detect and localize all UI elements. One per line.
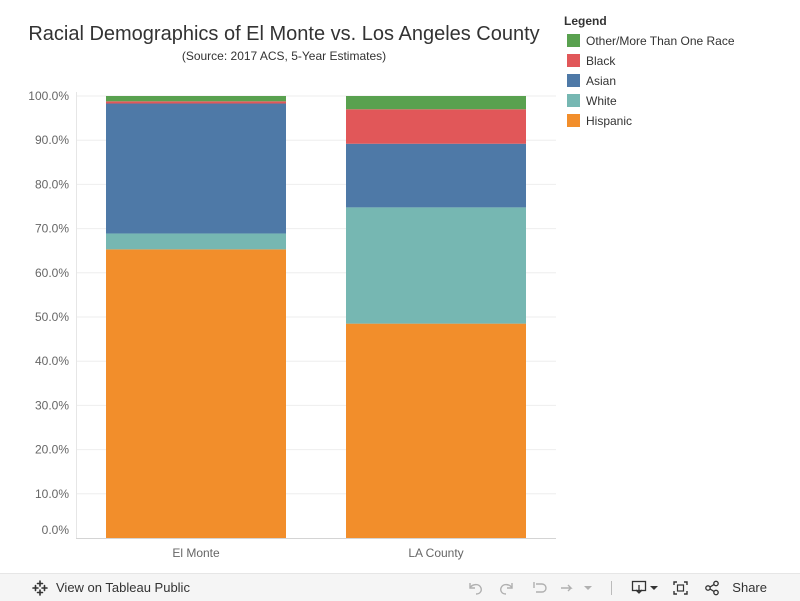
- y-tick-label: 30.0%: [35, 398, 69, 412]
- y-tick-label: 100.0%: [28, 89, 69, 103]
- redo-button[interactable]: [491, 574, 523, 601]
- refresh-dropdown[interactable]: [579, 574, 597, 601]
- legend-swatch[interactable]: [567, 34, 580, 47]
- bar-segment[interactable]: [106, 249, 286, 538]
- y-tick-label: 90.0%: [35, 133, 69, 147]
- revert-icon: [533, 581, 547, 593]
- fullscreen-button[interactable]: [664, 574, 698, 601]
- y-tick-label: 50.0%: [35, 310, 69, 324]
- bar-segment[interactable]: [106, 96, 286, 102]
- legend-title: Legend: [564, 14, 607, 28]
- undo-icon: [469, 582, 483, 595]
- y-tick-label: 70.0%: [35, 222, 69, 236]
- x-tick-label: LA County: [408, 546, 463, 560]
- legend-swatch[interactable]: [567, 114, 580, 127]
- legend-label: Hispanic: [586, 114, 632, 128]
- legend-swatch[interactable]: [567, 74, 580, 87]
- caret-down-icon: [650, 585, 659, 590]
- legend-label: Asian: [586, 74, 616, 88]
- view-on-tableau-public-link[interactable]: View on Tableau Public: [32, 579, 190, 596]
- x-tick-label: El Monte: [172, 546, 220, 560]
- y-tick-label: 10.0%: [35, 487, 69, 501]
- bar-segment[interactable]: [106, 233, 286, 250]
- refresh-icon: [561, 584, 573, 591]
- toolbar-separator: [611, 580, 613, 595]
- chart: Racial Demographics of El Monte vs. Los …: [28, 14, 735, 560]
- legend-label: Black: [586, 54, 616, 68]
- legend: Legend Other/More Than One Race Black Asia…: [564, 14, 735, 128]
- bar-segment[interactable]: [106, 101, 286, 104]
- bar-segment[interactable]: [106, 103, 286, 234]
- revert-button[interactable]: [523, 574, 555, 601]
- bars: [106, 96, 526, 538]
- legend-label: White: [586, 94, 617, 108]
- y-tick-label: 40.0%: [35, 354, 69, 368]
- legend-swatch[interactable]: [567, 94, 580, 107]
- download-icon: [632, 580, 647, 594]
- y-tick-label: 80.0%: [35, 177, 69, 191]
- bar-segment[interactable]: [346, 323, 526, 538]
- bar-segment[interactable]: [346, 96, 526, 110]
- caret-down-icon: [584, 585, 593, 590]
- legend-label: Other/More Than One Race: [586, 34, 735, 48]
- chart-subtitle: (Source: 2017 ACS, 5-Year Estimates): [182, 49, 386, 63]
- fullscreen-icon: [673, 580, 688, 595]
- legend-swatch[interactable]: [567, 54, 580, 67]
- view-on-tableau-label: View on Tableau Public: [56, 580, 190, 595]
- chart-title: Racial Demographics of El Monte vs. Los …: [28, 23, 539, 45]
- download-button[interactable]: [626, 574, 664, 601]
- bar-segment[interactable]: [346, 109, 526, 144]
- tableau-logo-icon: [32, 579, 48, 596]
- refresh-button[interactable]: [555, 574, 579, 601]
- y-tick-label: 60.0%: [35, 266, 69, 280]
- share-button[interactable]: [698, 574, 726, 601]
- x-axis: El Monte LA County: [172, 546, 463, 560]
- share-icon: [705, 580, 720, 595]
- tableau-toolbar: View on Tableau Public: [0, 573, 800, 601]
- redo-icon: [500, 582, 513, 595]
- bar-segment[interactable]: [346, 207, 526, 324]
- y-tick-label: 20.0%: [35, 443, 69, 457]
- share-label: Share: [732, 580, 767, 595]
- bar-segment[interactable]: [346, 143, 526, 208]
- undo-button[interactable]: [459, 574, 491, 601]
- y-tick-label: 0.0%: [42, 523, 70, 537]
- y-axis: 0.0% 10.0% 20.0% 30.0% 40.0% 50.0% 60.0% 70.0% 8…: [28, 89, 69, 537]
